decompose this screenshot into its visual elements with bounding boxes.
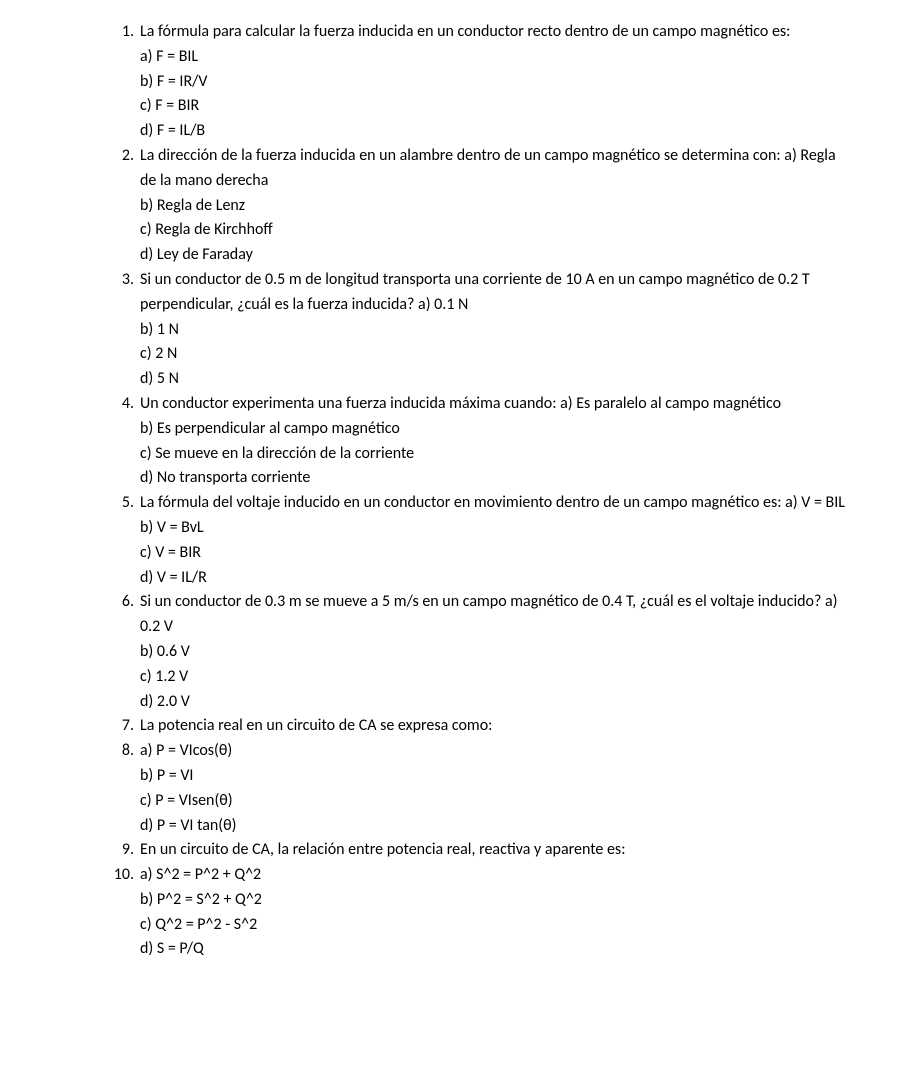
option: d) 5 N	[140, 367, 848, 392]
option: b) Regla de Lenz	[140, 194, 848, 219]
question-item: Un conductor experimenta una fuerza indu…	[140, 392, 848, 491]
question-item: La fórmula del voltaje inducido en un co…	[140, 491, 848, 590]
option: c) Regla de Kirchhoff	[140, 218, 848, 243]
question-list: La fórmula para calcular la fuerza induc…	[50, 20, 848, 962]
question-item: La potencia real en un circuito de CA se…	[140, 714, 848, 739]
option: c) 1.2 V	[140, 665, 848, 690]
option: b) P = VI	[140, 764, 848, 789]
option: d) No transporta corriente	[140, 466, 848, 491]
question-item: La fórmula para calcular la fuerza induc…	[140, 20, 848, 144]
option: c) P = VIsen(θ)	[140, 789, 848, 814]
question-item: En un circuito de CA, la relación entre …	[140, 838, 848, 863]
question-stem: Si un conductor de 0.3 m se mueve a 5 m/…	[140, 590, 848, 640]
question-stem: La fórmula para calcular la fuerza induc…	[140, 20, 848, 45]
question-stem: a) P = VIcos(θ)	[140, 739, 848, 764]
question-stem: En un circuito de CA, la relación entre …	[140, 838, 848, 863]
question-stem: Si un conductor de 0.5 m de longitud tra…	[140, 268, 848, 318]
question-item: a) P = VIcos(θ) b) P = VI c) P = VIsen(θ…	[140, 739, 848, 838]
option: b) F = IR/V	[140, 70, 848, 95]
question-stem: a) S^2 = P^2 + Q^2	[140, 863, 848, 888]
option: c) Se mueve en la dirección de la corrie…	[140, 442, 848, 467]
question-stem: La fórmula del voltaje inducido en un co…	[140, 491, 848, 516]
question-stem: La dirección de la fuerza inducida en un…	[140, 144, 848, 194]
option: b) Es perpendicular al campo magnético	[140, 417, 848, 442]
option: b) V = BvL	[140, 516, 848, 541]
option: c) 2 N	[140, 342, 848, 367]
question-stem: La potencia real en un circuito de CA se…	[140, 714, 848, 739]
question-item: Si un conductor de 0.3 m se mueve a 5 m/…	[140, 590, 848, 714]
option: d) S = P/Q	[140, 937, 848, 962]
option: c) V = BIR	[140, 541, 848, 566]
option: d) V = IL/R	[140, 566, 848, 591]
option: d) P = VI tan(θ)	[140, 814, 848, 839]
option: b) 0.6 V	[140, 640, 848, 665]
option: c) Q^2 = P^2 - S^2	[140, 913, 848, 938]
option: c) F = BIR	[140, 94, 848, 119]
option: d) 2.0 V	[140, 690, 848, 715]
question-item: Si un conductor de 0.5 m de longitud tra…	[140, 268, 848, 392]
option: a) F = BIL	[140, 45, 848, 70]
option: b) P^2 = S^2 + Q^2	[140, 888, 848, 913]
question-item: a) S^2 = P^2 + Q^2 b) P^2 = S^2 + Q^2 c)…	[140, 863, 848, 962]
option: d) Ley de Faraday	[140, 243, 848, 268]
option: b) 1 N	[140, 318, 848, 343]
question-stem: Un conductor experimenta una fuerza indu…	[140, 392, 848, 417]
question-item: La dirección de la fuerza inducida en un…	[140, 144, 848, 268]
option: d) F = IL/B	[140, 119, 848, 144]
